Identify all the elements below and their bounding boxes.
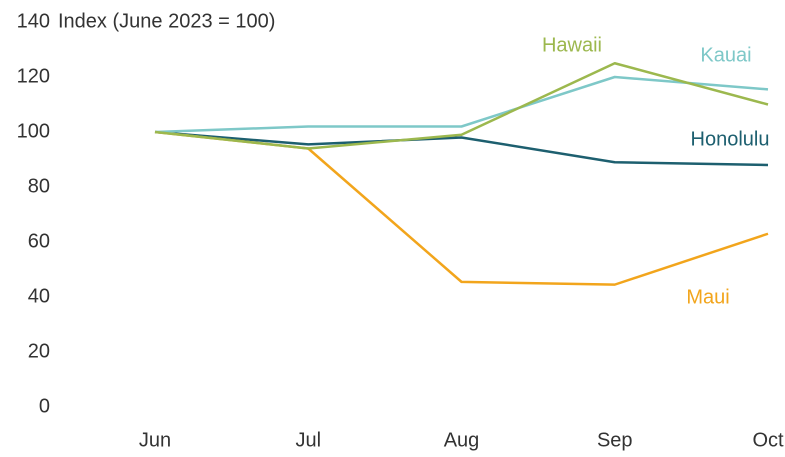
y-tick-label: 120 — [17, 65, 50, 87]
series-line — [154, 75, 769, 134]
y-tick-label: 0 — [39, 395, 50, 417]
series-label: Honolulu — [691, 128, 770, 150]
y-tick-label: 140 — [17, 10, 50, 32]
series-line — [154, 130, 769, 167]
x-tick-label: Oct — [752, 429, 784, 451]
series-label: Hawaii — [542, 34, 602, 56]
y-tick-label: 60 — [28, 230, 50, 252]
y-tick-label: 20 — [28, 340, 50, 362]
x-tick-label: Sep — [597, 429, 633, 451]
series-label: Kauai — [700, 44, 751, 66]
y-axis-label: Index (June 2023 = 100) — [58, 10, 275, 32]
y-tick-label: 40 — [28, 285, 50, 307]
y-tick-label: 100 — [17, 120, 50, 142]
x-tick-label: Jun — [139, 429, 171, 451]
series-line — [154, 130, 769, 286]
series-label: Maui — [686, 286, 729, 308]
y-tick-label: 80 — [28, 175, 50, 197]
x-tick-label: Jul — [295, 429, 321, 451]
x-tick-label: Aug — [444, 429, 480, 451]
series-line — [154, 62, 769, 150]
